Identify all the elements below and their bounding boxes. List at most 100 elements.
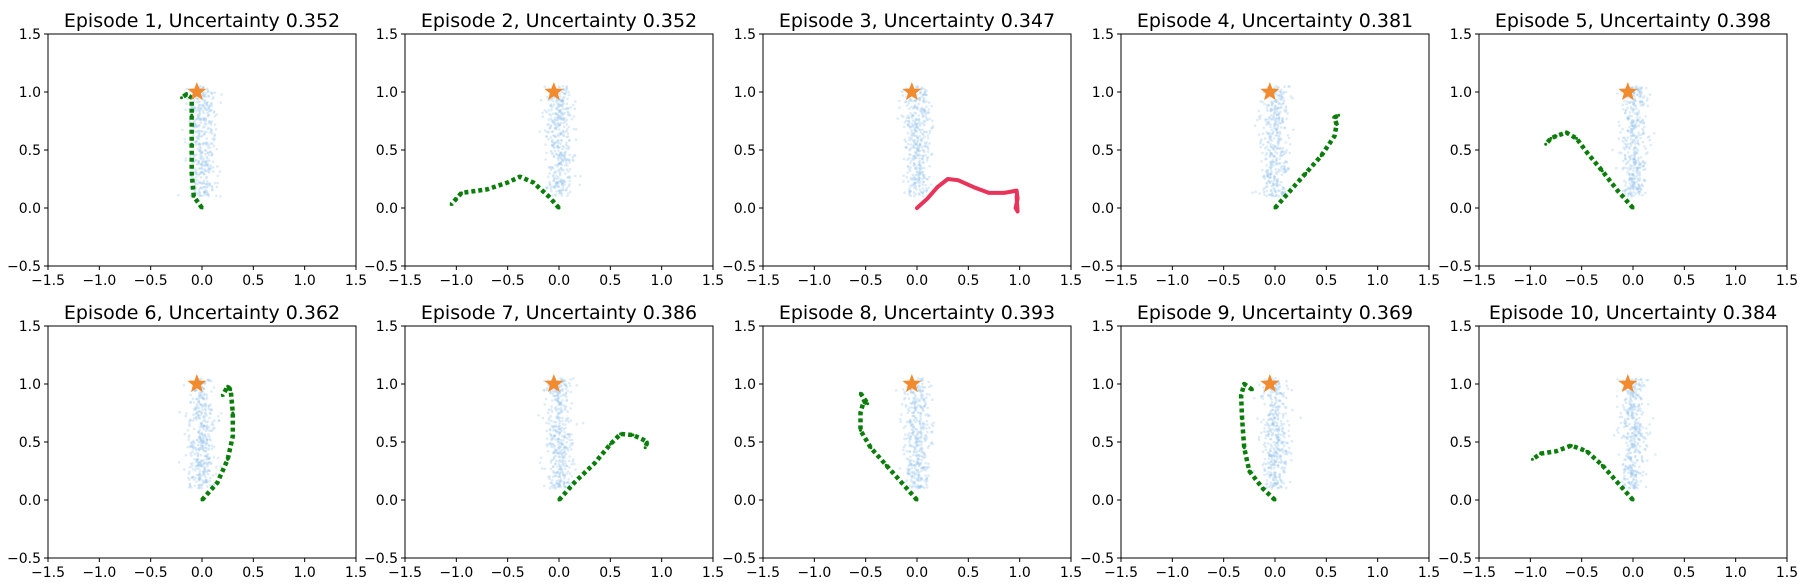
cloud-point bbox=[1628, 125, 1631, 129]
cloud-point bbox=[915, 188, 918, 191]
cloud-point bbox=[1270, 153, 1274, 156]
cloud-point bbox=[1270, 422, 1274, 426]
cloud-point bbox=[1267, 470, 1270, 474]
cloud-point bbox=[918, 172, 922, 176]
cloud-point bbox=[560, 192, 563, 196]
cloud-point bbox=[1635, 393, 1638, 397]
cloud-point bbox=[568, 179, 571, 183]
cloud-point bbox=[1282, 170, 1286, 174]
cloud-point bbox=[204, 106, 207, 110]
cloud-point bbox=[197, 123, 201, 127]
cloud-point bbox=[1262, 174, 1266, 177]
cloud-point bbox=[922, 99, 925, 102]
cloud-point bbox=[1633, 177, 1636, 180]
cloud-point bbox=[927, 186, 931, 190]
cloud-point bbox=[557, 139, 560, 142]
cloud-point bbox=[202, 472, 205, 475]
cloud-point bbox=[1270, 445, 1274, 448]
cloud-point bbox=[549, 467, 553, 471]
cloud-point bbox=[915, 126, 918, 130]
cloud-point bbox=[545, 135, 548, 138]
cloud-point bbox=[1275, 128, 1279, 132]
cloud-point bbox=[210, 447, 214, 451]
cloud-point bbox=[216, 174, 220, 178]
cloud-point bbox=[1635, 445, 1638, 449]
cloud-point bbox=[198, 153, 202, 156]
cloud-point bbox=[907, 99, 911, 103]
trajectory-point bbox=[226, 384, 230, 388]
cloud-point bbox=[1617, 120, 1620, 124]
cloud-point bbox=[1274, 168, 1278, 171]
cloud-point bbox=[1630, 192, 1633, 195]
cloud-point bbox=[568, 176, 572, 179]
cloud-point bbox=[198, 149, 202, 153]
cloud-point bbox=[188, 186, 192, 189]
cloud-point bbox=[198, 167, 202, 170]
cloud-point bbox=[1617, 137, 1621, 140]
cloud-point bbox=[916, 478, 919, 482]
cloud-point bbox=[558, 86, 562, 89]
cloud-point bbox=[203, 160, 207, 163]
cloud-point bbox=[1638, 178, 1642, 182]
cloud-point bbox=[901, 94, 905, 97]
cloud-point bbox=[560, 426, 564, 430]
cloud-point bbox=[1632, 127, 1635, 130]
cloud-point bbox=[217, 419, 221, 422]
cloud-point bbox=[1285, 441, 1289, 445]
cloud-point bbox=[925, 476, 929, 480]
cloud-point bbox=[563, 172, 567, 175]
x-tick-label: 1.5 bbox=[702, 565, 724, 581]
cloud-point bbox=[558, 123, 562, 127]
cloud-point bbox=[561, 459, 565, 462]
cloud-point bbox=[545, 95, 549, 99]
cloud-point bbox=[1275, 163, 1278, 166]
cloud-point bbox=[1268, 413, 1272, 416]
trajectory-point bbox=[619, 432, 623, 436]
cloud-point bbox=[910, 146, 913, 150]
cloud-point bbox=[921, 389, 924, 392]
cloud-point bbox=[1622, 471, 1626, 475]
cloud-point bbox=[560, 90, 563, 93]
cloud-point bbox=[565, 158, 569, 161]
cloud-point bbox=[918, 149, 921, 153]
y-tick-label: 0.5 bbox=[1092, 435, 1114, 451]
cloud-point bbox=[203, 191, 206, 194]
cloud-point bbox=[555, 112, 558, 116]
cloud-point bbox=[561, 129, 565, 132]
cloud-point bbox=[1632, 446, 1635, 449]
cloud-point bbox=[1275, 113, 1279, 117]
cloud-point bbox=[1616, 378, 1619, 381]
cloud-point bbox=[200, 107, 203, 111]
cloud-point bbox=[196, 443, 200, 447]
cloud-point bbox=[563, 130, 566, 134]
cloud-point bbox=[1638, 429, 1641, 433]
cloud-point bbox=[568, 472, 572, 475]
cloud-point bbox=[920, 166, 924, 170]
cloud-point bbox=[908, 107, 911, 111]
cloud-point bbox=[564, 143, 568, 147]
cloud-point bbox=[562, 88, 566, 91]
cloud-point bbox=[573, 154, 577, 157]
cloud-point bbox=[917, 176, 921, 179]
cloud-point bbox=[1275, 133, 1278, 137]
cloud-point bbox=[925, 93, 928, 97]
y-tick-label: 1.0 bbox=[19, 85, 41, 101]
cloud-point bbox=[565, 86, 568, 89]
cloud-point bbox=[1632, 169, 1635, 173]
cloud-point bbox=[561, 154, 564, 157]
cloud-point bbox=[1271, 132, 1274, 135]
cloud-point bbox=[1632, 158, 1635, 162]
cloud-point bbox=[917, 192, 921, 195]
y-tick-label: 0.0 bbox=[19, 493, 41, 509]
cloud-point bbox=[208, 438, 211, 441]
cloud-point bbox=[193, 106, 197, 110]
x-tick-label: 0.0 bbox=[548, 565, 570, 581]
cloud-point bbox=[561, 471, 565, 474]
cloud-point bbox=[909, 444, 913, 448]
cloud-point bbox=[202, 424, 206, 427]
cloud-point bbox=[1274, 117, 1278, 121]
cloud-point bbox=[1282, 102, 1285, 105]
cloud-point bbox=[1639, 383, 1642, 387]
cloud-point bbox=[198, 435, 202, 439]
cloud-point bbox=[913, 441, 917, 445]
